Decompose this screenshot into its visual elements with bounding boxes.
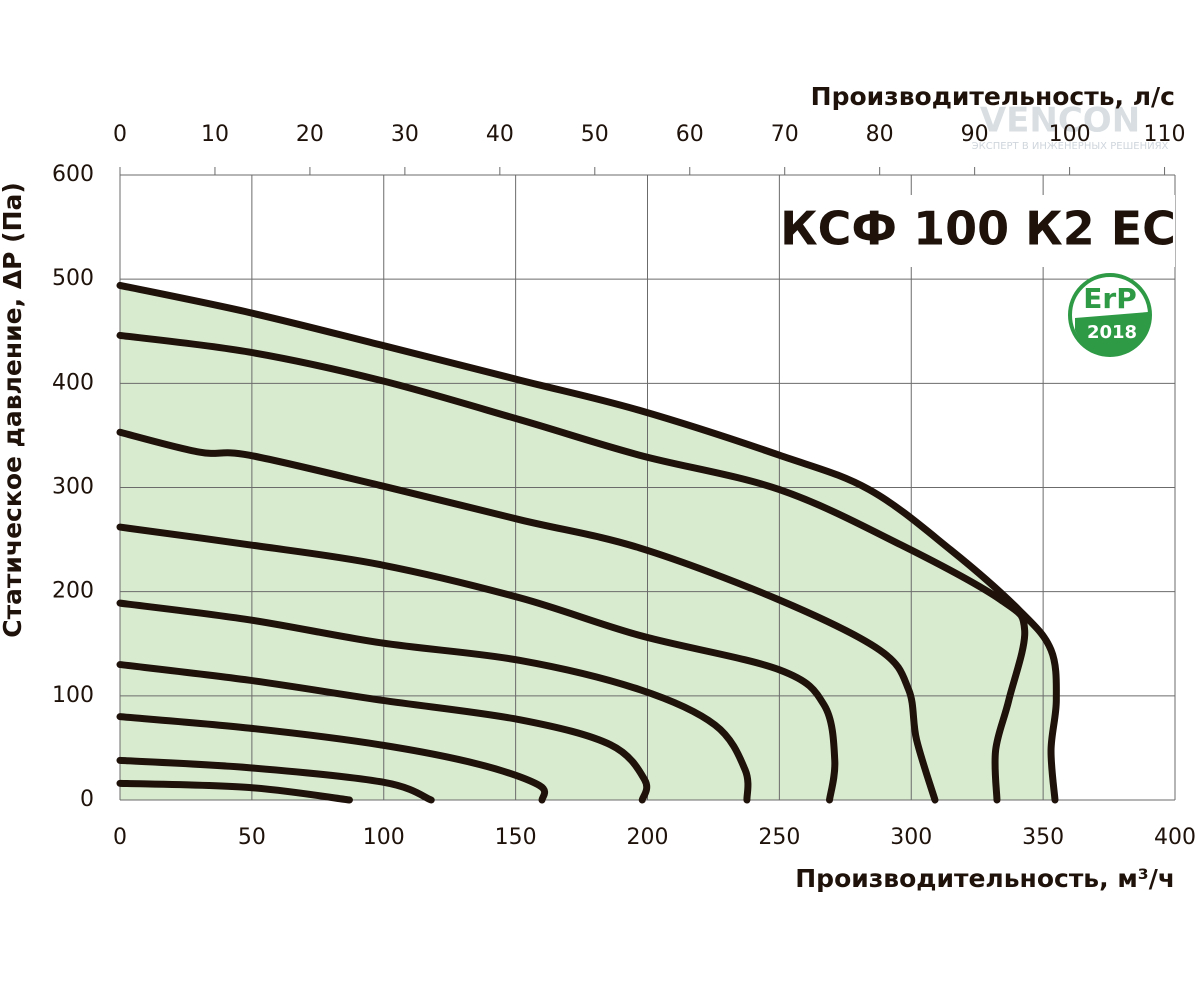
badge-band [1075, 312, 1148, 355]
fan-curve [116, 779, 353, 804]
x2-tick-label: 20 [296, 122, 324, 147]
fan-curve [116, 281, 1060, 804]
x-tick-label: 100 [363, 825, 405, 850]
x-tick-label: 50 [238, 825, 266, 850]
fan-curve [116, 756, 435, 804]
operating-area [120, 285, 1057, 801]
x2-tick-label: 60 [676, 122, 704, 147]
watermark-tagline: ЭКСПЕРТ В ИНЖЕНЕРНЫХ РЕШЕНИЯХ [972, 141, 1169, 152]
fan-curve [116, 661, 651, 804]
watermark-brand: VENCON [980, 101, 1140, 141]
y-tick-label: 400 [52, 370, 94, 395]
fan-curve [116, 428, 939, 804]
x2-tick-label: 90 [961, 122, 989, 147]
x2-tick-label: 30 [391, 122, 419, 147]
fan-curve [116, 713, 549, 804]
y-tick-label: 500 [52, 266, 94, 291]
badge: ErP 2018 [1068, 273, 1152, 357]
x-tick-label: 200 [627, 825, 669, 850]
badge-text: ErP [1083, 282, 1136, 315]
x2-tick-label: 40 [486, 122, 514, 147]
y-tick-label: 600 [52, 162, 94, 187]
x-tick-label: 150 [495, 825, 537, 850]
badge-year: 2018 [1087, 322, 1137, 343]
x2-tick-label: 100 [1049, 122, 1091, 147]
y-tick-label: 300 [52, 475, 94, 500]
y-tick-label: 100 [52, 683, 94, 708]
x-tick-label: 250 [758, 825, 800, 850]
y-tick-label: 0 [80, 787, 94, 812]
x-tick-label: 0 [113, 825, 127, 850]
x2-axis-title: Производительность, л/с [811, 82, 1175, 111]
title-box [780, 195, 1175, 267]
y-axis-title: Статическое давление, ΔP (Па) [0, 182, 27, 638]
fan-curve [116, 523, 839, 804]
chart-title: КСФ 100 К2 ЕС [780, 202, 1176, 256]
fan-curve [116, 599, 752, 804]
x2-tick-label: 80 [866, 122, 894, 147]
x-tick-label: 350 [1022, 825, 1064, 850]
x-axis-title: Производительность, м³/ч [795, 864, 1175, 893]
fan-curve [116, 331, 1029, 804]
x2-tick-label: 70 [771, 122, 799, 147]
x2-tick-label: 110 [1144, 122, 1186, 147]
y-tick-label: 200 [52, 579, 94, 604]
x-tick-label: 400 [1154, 825, 1196, 850]
x2-tick-label: 0 [113, 122, 127, 147]
x2-tick-label: 10 [201, 122, 229, 147]
x-tick-label: 300 [890, 825, 932, 850]
x2-tick-label: 50 [581, 122, 609, 147]
